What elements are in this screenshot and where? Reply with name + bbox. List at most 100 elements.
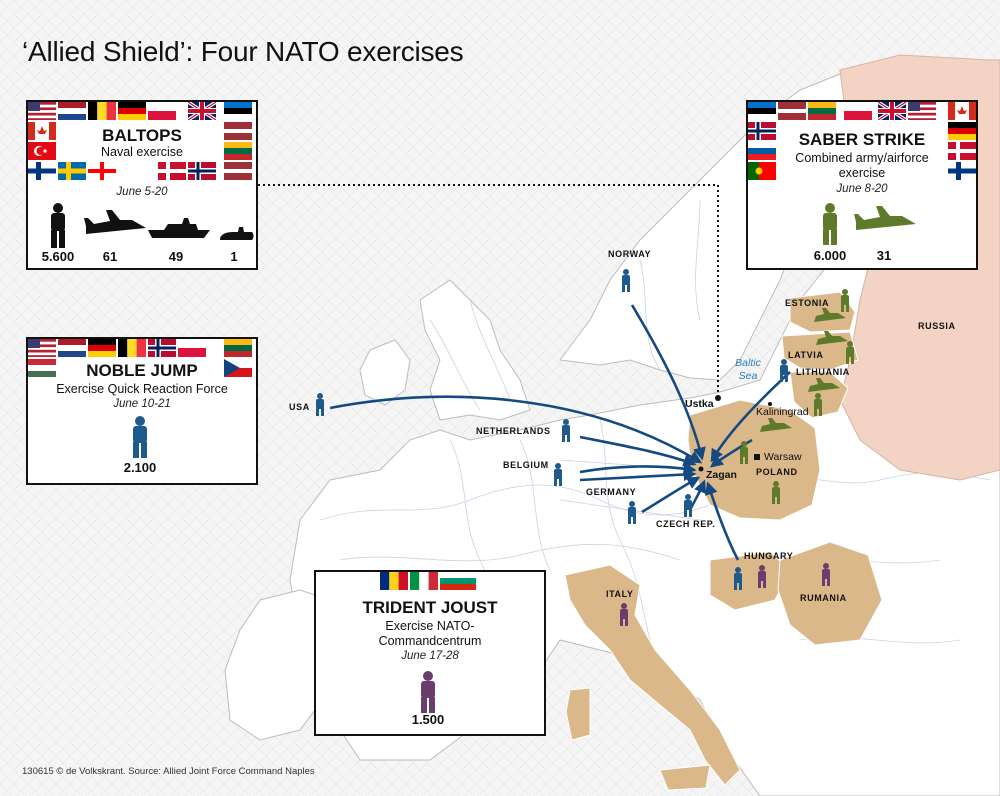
baltic-sea-line-2: Sea	[738, 370, 758, 382]
arrow-germany	[641, 476, 701, 514]
saber-strike-stat-soldiers: 6.000	[813, 248, 847, 263]
soldier-icon-lithuania	[814, 393, 822, 416]
flag-uk	[878, 102, 906, 120]
flag-usa	[28, 102, 56, 120]
label-hungary: HUNGARY	[744, 551, 794, 561]
flag-usa	[908, 102, 936, 120]
italy-region	[564, 564, 741, 786]
trident-joust-dates: June 17-28	[401, 650, 459, 662]
page-title: ‘Allied Shield’: Four NATO exercises	[22, 36, 464, 67]
soldier-icon	[421, 671, 435, 713]
flag-germany	[118, 102, 146, 120]
noble-jump-dates: June 10-21	[113, 398, 171, 410]
flag-lithuania	[808, 102, 836, 120]
saber-strike-name: SABER STRIKE	[798, 130, 926, 149]
soldier-icon-belgium	[554, 463, 562, 486]
hungary-region	[709, 551, 791, 611]
city-warsaw: Warsaw	[764, 451, 802, 463]
flag-hungary	[28, 359, 56, 377]
soldier-icon-usa	[316, 393, 324, 416]
label-baltic-sea: Baltic Sea	[722, 357, 774, 383]
flag-poland	[178, 339, 206, 357]
trident-joust-description-line-2: Commandcentrum	[378, 634, 482, 648]
baltops-connector	[258, 184, 719, 398]
arrow-norway	[630, 304, 706, 461]
landmass-britain	[419, 279, 531, 421]
soldier-icon	[51, 203, 65, 248]
flag-lithuania	[224, 339, 252, 357]
saber-strike-description-line-2: exercise	[838, 166, 886, 180]
soldier-icon-czech	[684, 494, 692, 517]
fighter-jet-icon-poland	[760, 418, 792, 432]
flag-poland	[844, 102, 872, 120]
city-zagan: Zagan	[706, 469, 737, 481]
flag-slovenia	[748, 142, 776, 160]
baltops-stat-submarines: 1	[230, 249, 238, 264]
soldier-icon-latvia	[846, 341, 854, 364]
flag-belgium	[88, 102, 116, 120]
city-ustka: Ustka	[685, 398, 714, 410]
noble-jump-stat-soldiers: 2.100	[123, 460, 157, 475]
participant-countries	[564, 291, 883, 791]
baltic-sea-line-1: Baltic	[735, 357, 761, 369]
arrow-hungary	[705, 481, 740, 561]
city-kaliningrad: Kaliningrad	[756, 406, 809, 418]
label-italy: ITALY	[606, 589, 634, 599]
arrow-belgium	[579, 462, 697, 475]
flag-norway	[188, 162, 216, 180]
flag-portugal	[748, 162, 776, 180]
soldier-icon-germany	[628, 501, 636, 524]
flag-netherlands	[58, 102, 86, 120]
flag-netherlands	[58, 339, 86, 357]
flag-germany	[948, 122, 976, 140]
flag-poland	[148, 102, 176, 120]
trident-joust-name: TRIDENT JOUST	[362, 598, 498, 617]
ustka-marker	[715, 395, 721, 401]
trident-joust-icons	[421, 671, 435, 713]
fighter-jet-icon-estonia	[814, 308, 846, 322]
noble-jump-box: NOBLE JUMP Exercise Quick Reaction Force…	[26, 337, 258, 485]
baltops-stat-ships: 49	[168, 249, 184, 264]
saber-strike-stat-jets: 31	[876, 248, 892, 263]
flag-latvia	[778, 102, 806, 120]
flag-denmark	[948, 142, 976, 160]
flag-estonia	[224, 102, 252, 120]
sicily-region	[659, 764, 711, 791]
label-czech: CZECH REP.	[656, 519, 716, 529]
label-estonia: ESTONIA	[785, 298, 830, 308]
trident-joust-box: TRIDENT JOUST Exercise NATO- Commandcent…	[314, 570, 546, 736]
flag-finland	[948, 162, 976, 180]
jet-figures	[760, 308, 848, 432]
label-netherlands: NETHERLANDS	[476, 426, 551, 436]
flag-uk	[188, 102, 216, 120]
label-latvia: LATVIA	[788, 350, 824, 360]
flag-lithuania	[224, 142, 252, 160]
arrow-belgium-2	[579, 468, 697, 482]
baltops-description: Naval exercise	[101, 145, 183, 159]
flag-estonia	[748, 102, 776, 120]
flag-germany	[88, 339, 116, 357]
soldier-icon-netherlands	[562, 419, 570, 442]
zagan-marker	[698, 466, 704, 472]
baltops-stat-jets: 61	[102, 249, 118, 264]
saber-strike-box: SABER STRIKE Combined army/airforce exer…	[746, 100, 978, 270]
soldier-icon-italy	[620, 603, 628, 626]
flag-denmark	[158, 162, 186, 180]
fighter-jet-icon-lithuania	[808, 378, 840, 392]
sardinia-region	[565, 687, 591, 741]
label-usa: USA	[289, 402, 310, 412]
trident-joust-description-line-1: Exercise NATO-	[385, 619, 475, 633]
soldier-icon-norway	[622, 269, 630, 292]
fighter-jet-icon-latvia	[816, 331, 848, 345]
arrow-poland	[709, 438, 753, 468]
arrow-usa	[329, 395, 703, 464]
saber-strike-icons	[823, 203, 916, 245]
flag-turkey	[28, 142, 56, 160]
label-russia: RUSSIA	[918, 321, 956, 331]
trident-joust-stat-soldiers: 1.500	[411, 712, 445, 727]
fighter-jet-icon	[84, 210, 146, 234]
saber-strike-dates: June 8-20	[836, 183, 888, 195]
flag-belgium	[118, 339, 146, 357]
soldier-icon-poland	[740, 441, 748, 464]
